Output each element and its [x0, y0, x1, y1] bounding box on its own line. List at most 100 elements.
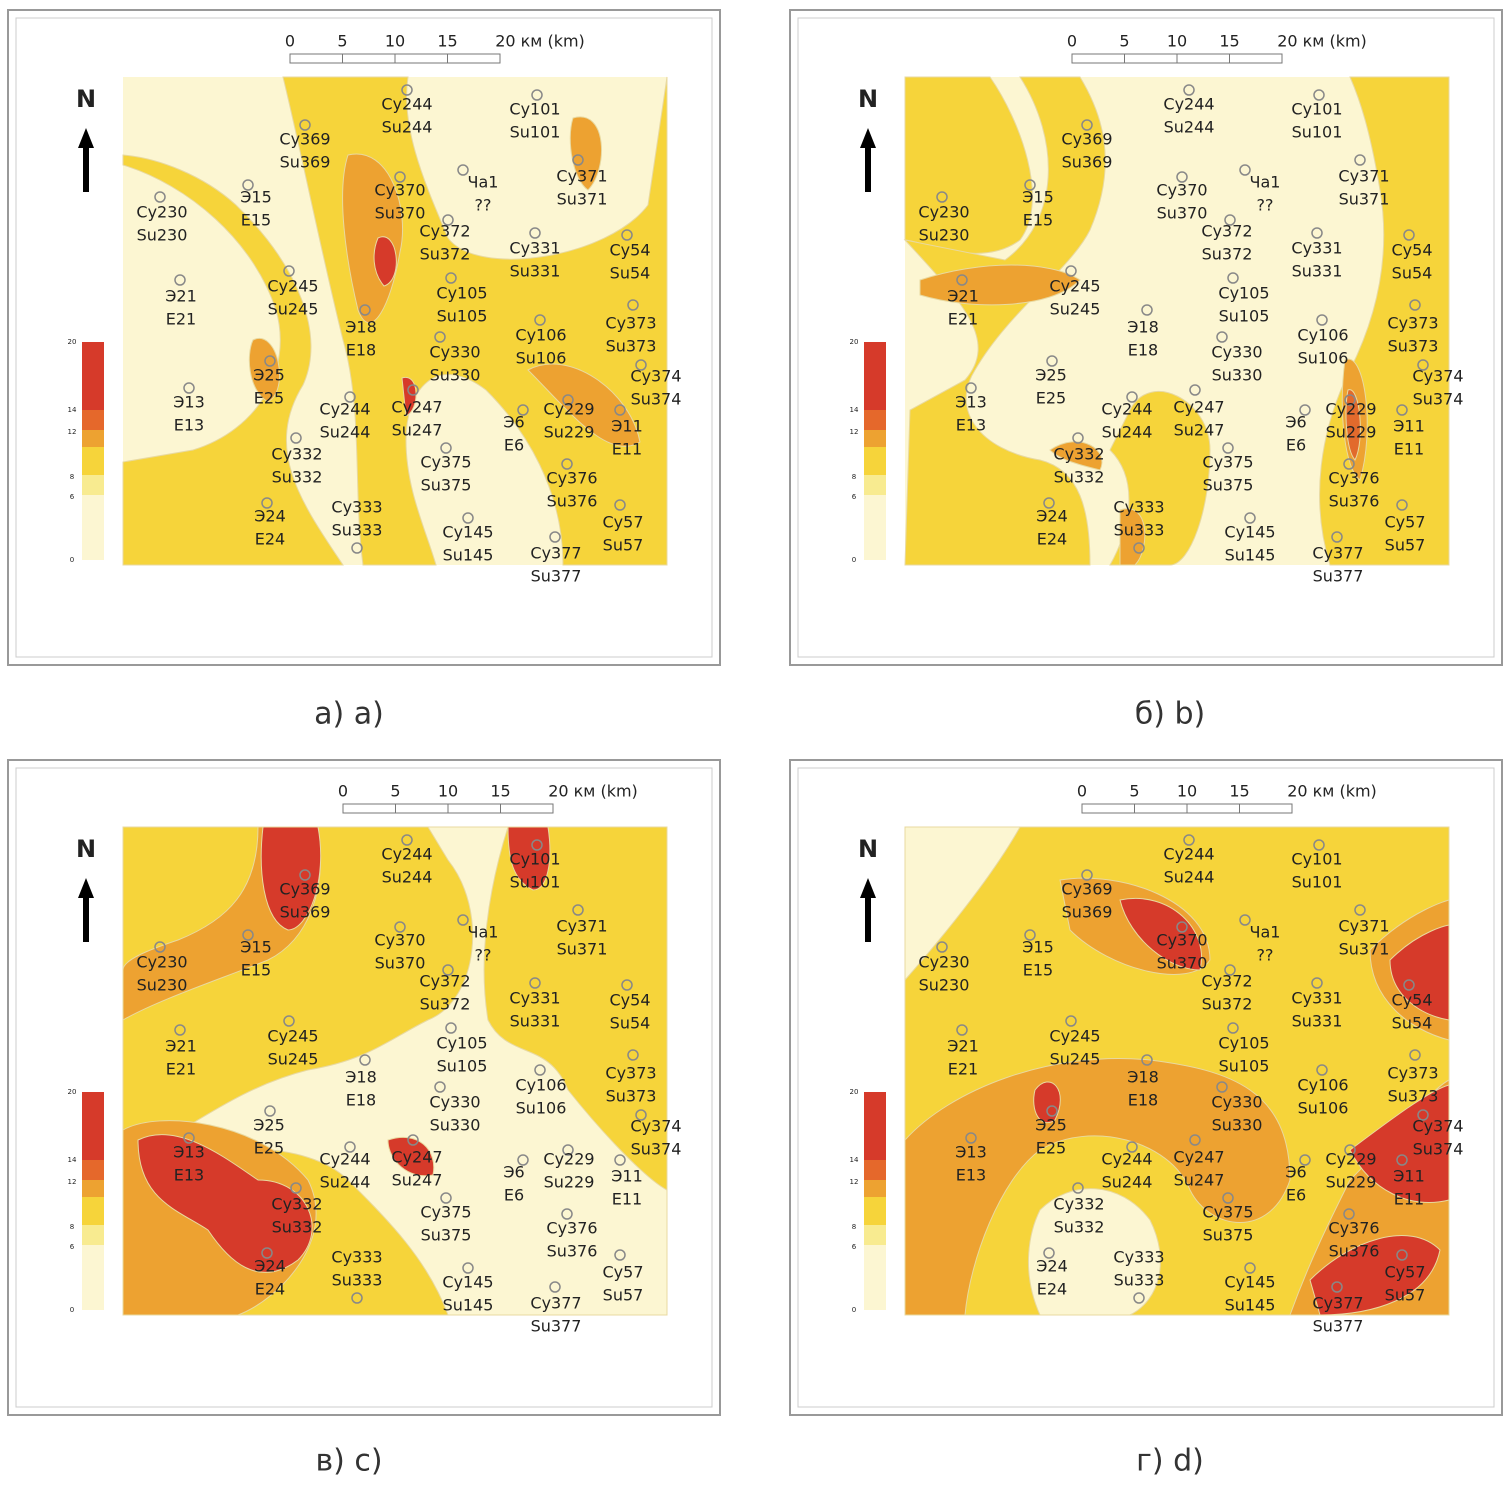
- scale-label: 0: [338, 782, 348, 801]
- well-label: Су245: [267, 1027, 318, 1046]
- well-label: Су244: [319, 400, 370, 419]
- well-label: Су54: [610, 241, 651, 260]
- legend-swatch: [82, 1197, 104, 1225]
- well-label: Su371: [1339, 940, 1390, 959]
- legend-swatch: [864, 447, 886, 475]
- contour-zone: [1349, 1084, 1450, 1204]
- well-label: Су371: [1338, 917, 1389, 936]
- well-label: Су229: [1325, 400, 1376, 419]
- well-label: Су333: [331, 498, 382, 517]
- well-marker: [965, 1132, 977, 1144]
- well-label: Э13: [173, 393, 205, 412]
- well-marker: [614, 1249, 626, 1261]
- well-label: Су330: [1211, 343, 1262, 362]
- well-marker: [614, 1154, 626, 1166]
- well-label: Су57: [603, 1263, 644, 1282]
- well-marker: [1176, 171, 1188, 183]
- well-label: Su330: [430, 1116, 481, 1135]
- well-label: Su244: [1102, 1173, 1153, 1192]
- well-marker: [440, 1192, 452, 1204]
- well-label: E18: [346, 1091, 376, 1110]
- well-marker: [1024, 179, 1036, 191]
- well-marker: [965, 382, 977, 394]
- well-label: Su369: [1062, 903, 1113, 922]
- well-marker: [956, 1024, 968, 1036]
- well-label: Су101: [509, 100, 560, 119]
- well-marker: [529, 977, 541, 989]
- well-label: Су244: [319, 1150, 370, 1169]
- well-label: Su245: [268, 1050, 319, 1069]
- well-marker: [531, 89, 543, 101]
- well-label: Су105: [1218, 1034, 1269, 1053]
- scale-label: 0: [1067, 32, 1077, 51]
- well-label: Su377: [531, 1317, 582, 1336]
- well-marker: [445, 272, 457, 284]
- well-marker: [1239, 914, 1251, 926]
- well-marker: [1409, 299, 1421, 311]
- north-label: N: [76, 835, 96, 863]
- contour-zone: [1389, 924, 1450, 1021]
- well-marker: [517, 1154, 529, 1166]
- well-marker: [442, 964, 454, 976]
- legend-tick-label: 8: [70, 1223, 74, 1231]
- legend-tick-label: 14: [850, 406, 859, 414]
- well-label: Су333: [331, 1248, 382, 1267]
- scale-label: 20 км (km): [1277, 32, 1367, 51]
- well-label: Э25: [1035, 1116, 1067, 1135]
- well-marker: [1244, 1262, 1256, 1274]
- well-label: Su229: [544, 423, 595, 442]
- well-label: Су375: [420, 1203, 471, 1222]
- well-marker: [1396, 1154, 1408, 1166]
- well-marker: [457, 164, 469, 176]
- well-label: Су373: [605, 1064, 656, 1083]
- well-label: Су376: [546, 469, 597, 488]
- well-marker: [394, 921, 406, 933]
- well-marker: [635, 1109, 647, 1121]
- well-label: E18: [1128, 341, 1158, 360]
- legend-tick-label: 20: [850, 338, 859, 346]
- well-marker: [534, 1064, 546, 1076]
- legend-tick-label: 6: [852, 1243, 857, 1251]
- well-label: Su330: [430, 366, 481, 385]
- well-marker: [1354, 154, 1366, 166]
- well-label: Su244: [382, 118, 433, 137]
- well-label: Су377: [530, 544, 581, 563]
- well-label: Su57: [1385, 1286, 1426, 1305]
- well-marker: [1396, 1249, 1408, 1261]
- well-label: Su373: [1388, 337, 1439, 356]
- well-marker: [1354, 904, 1366, 916]
- well-label: Э15: [240, 938, 272, 957]
- well-marker: [1299, 1154, 1311, 1166]
- well-label: Su375: [421, 1226, 472, 1245]
- well-label: Су330: [429, 343, 480, 362]
- well-marker: [1043, 497, 1055, 509]
- well-marker: [562, 394, 574, 406]
- scale-label: 20 км (km): [1287, 782, 1377, 801]
- legend-tick-label: 12: [850, 428, 859, 436]
- contour-zone: [1119, 508, 1146, 566]
- coord-frame: [797, 17, 1495, 658]
- legend-swatch: [864, 430, 886, 447]
- contour-zone: [122, 826, 668, 1316]
- panel-caption: г) d): [1136, 1444, 1204, 1479]
- well-label: Su332: [272, 1218, 323, 1237]
- well-label: Su372: [420, 245, 471, 264]
- well-label: Su105: [1219, 307, 1270, 326]
- well-label: Су106: [1297, 326, 1348, 345]
- well-label: Su373: [1388, 1087, 1439, 1106]
- well-label: Su369: [280, 903, 331, 922]
- well-label: Су331: [1291, 989, 1342, 1008]
- well-marker: [936, 191, 948, 203]
- well-marker: [1396, 499, 1408, 511]
- well-label: E13: [174, 416, 204, 435]
- north-arrow: [78, 128, 94, 192]
- well-marker: [562, 1144, 574, 1156]
- well-label: Э24: [1036, 507, 1068, 526]
- well-label: Su247: [392, 1171, 443, 1190]
- well-label: E11: [612, 440, 642, 459]
- legend-tick-label: 20: [68, 338, 77, 346]
- well-label: E15: [241, 211, 271, 230]
- contour-zone: [373, 236, 397, 287]
- well-marker: [1176, 921, 1188, 933]
- legend-tick-label: 12: [850, 1178, 859, 1186]
